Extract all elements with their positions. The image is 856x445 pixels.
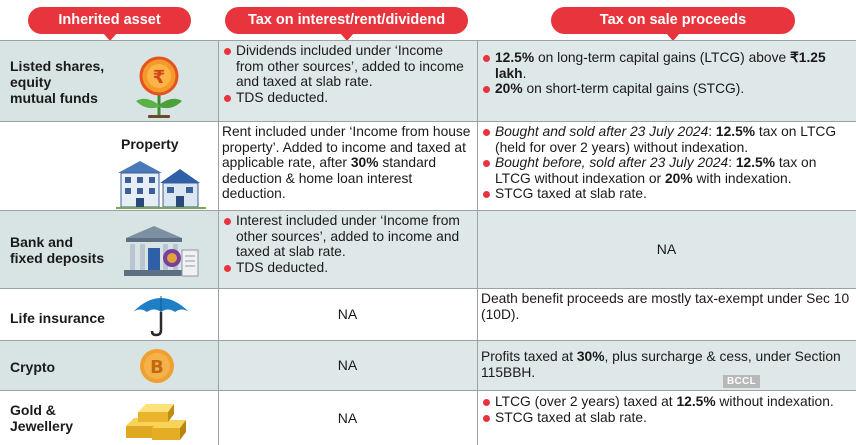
sale-tax-cell: NA — [477, 210, 856, 288]
income-tax-cell: NA — [218, 288, 477, 340]
asset-label: Listed shares, equity mutual funds — [10, 58, 105, 106]
asset-cell: Listed shares, equity mutual funds ₹ — [0, 40, 218, 121]
list-item: 12.5% on long-term capital gains (LTCG) … — [481, 50, 852, 81]
asset-label: Bank and fixed deposits — [10, 234, 105, 266]
income-tax-cell: NA — [218, 390, 477, 445]
income-tax-cell: Dividends included under ‘Income from ot… — [218, 40, 477, 121]
sale-tax-cell: 12.5% on long-term capital gains (LTCG) … — [477, 40, 856, 121]
bitcoin-icon: B — [140, 349, 174, 383]
header-label: Inherited asset — [58, 11, 161, 28]
asset-label: Crypto — [10, 359, 56, 375]
svg-text:B: B — [150, 357, 164, 378]
asset-cell: Crypto B — [0, 340, 218, 390]
header-sale-tax: Tax on sale proceeds — [551, 7, 795, 41]
asset-cell: Life insurance — [0, 288, 218, 340]
asset-cell: Bank and fixed deposits — [0, 210, 218, 288]
sale-tax-cell: Bought and sold after 23 July 2024: 12.5… — [477, 121, 856, 210]
sale-tax-cell: Profits taxed at 30%, plus surcharge & c… — [477, 340, 856, 390]
table-row-bank: Bank and fixed deposits Interes — [0, 210, 856, 288]
asset-label: Property — [121, 136, 179, 152]
na-value: NA — [337, 409, 358, 426]
bank-icon — [124, 226, 199, 277]
table-row-property: Property Rent included under ‘Income fro… — [0, 121, 856, 210]
table-row-gold: Gold & Jewellery NA — [0, 390, 856, 445]
table-row-crypto: Crypto B NA Profits taxed at 30%, plus s… — [0, 340, 856, 390]
asset-label: Life insurance — [10, 310, 105, 326]
svg-text:₹: ₹ — [153, 67, 166, 88]
asset-cell: Gold & Jewellery — [0, 390, 218, 445]
table-row-insurance: Life insurance NA Death benefit proceeds… — [0, 288, 856, 340]
na-value: NA — [337, 306, 358, 322]
sale-tax-cell: LTCG (over 2 years) taxed at 12.5% witho… — [477, 390, 856, 445]
umbrella-icon — [133, 296, 189, 337]
rupee-plant-icon: ₹ — [136, 56, 182, 118]
na-value: NA — [337, 357, 358, 373]
list-item: 20% on short-term capital gains (STCG). — [481, 81, 852, 97]
header-income-tax: Tax on interest/rent/dividend — [225, 7, 468, 41]
header-label: Tax on sale proceeds — [599, 11, 747, 28]
header-label: Tax on interest/rent/dividend — [247, 11, 446, 28]
list-item: STCG taxed at slab rate. — [481, 186, 852, 202]
list-item: STCG taxed at slab rate. — [481, 410, 852, 426]
na-value: NA — [656, 241, 677, 257]
header-inherited-asset: Inherited asset — [28, 7, 191, 41]
asset-cell: Property — [0, 121, 218, 210]
list-item: Bought before, sold after 23 July 2024: … — [481, 155, 852, 186]
list-item: LTCG (over 2 years) taxed at 12.5% witho… — [481, 394, 852, 410]
income-tax-cell: Interest included under ‘Income from oth… — [218, 210, 477, 288]
list-item: TDS deducted. — [222, 260, 473, 276]
list-item: TDS deducted. — [222, 90, 473, 106]
list-item: Interest included under ‘Income from oth… — [222, 213, 473, 260]
list-item: Dividends included under ‘Income from ot… — [222, 43, 473, 90]
income-tax-cell: NA — [218, 340, 477, 390]
income-tax-cell: Rent included under ‘Income from house p… — [222, 124, 471, 202]
houses-icon — [116, 161, 206, 209]
asset-label: Gold & Jewellery — [10, 402, 74, 434]
sale-tax-cell: Death benefit proceeds are mostly tax-ex… — [481, 291, 850, 322]
watermark: BCCL — [723, 375, 760, 388]
list-item: Bought and sold after 23 July 2024: 12.5… — [481, 124, 852, 155]
table-row-shares: Listed shares, equity mutual funds ₹ Div… — [0, 40, 856, 121]
gold-bars-icon — [126, 404, 186, 440]
